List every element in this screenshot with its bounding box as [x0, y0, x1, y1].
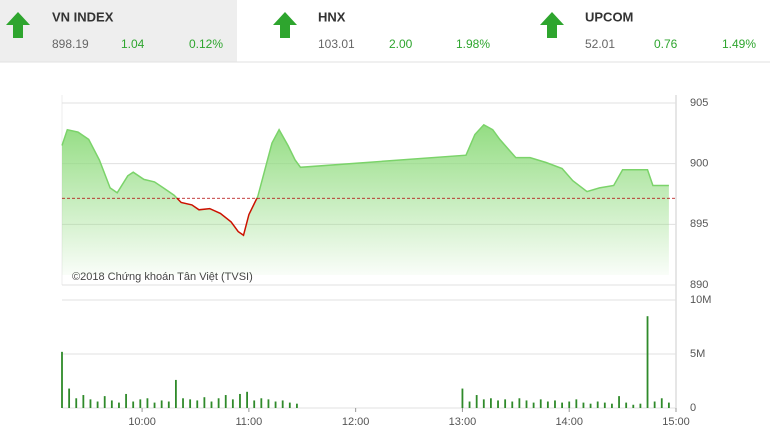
volume-bar — [231, 399, 234, 408]
volume-bar — [160, 400, 163, 408]
volume-bar — [296, 403, 298, 408]
volume-bar — [539, 399, 542, 408]
volume-bar — [96, 401, 99, 408]
index-change: 0.76 — [654, 37, 678, 51]
up-arrow — [273, 12, 297, 38]
y-tick-label: 0 — [690, 402, 696, 414]
volume-bar — [475, 395, 478, 408]
volume-bar — [561, 402, 563, 408]
volume-bar — [189, 399, 192, 408]
volume-bar — [660, 398, 663, 408]
volume-bar — [646, 316, 649, 408]
volume-bar — [554, 400, 556, 408]
volume-bar — [490, 398, 492, 408]
volume-bar — [267, 399, 270, 408]
volume-bar — [224, 395, 227, 408]
index-pct: 0.12% — [189, 37, 223, 51]
up-arrow — [540, 12, 564, 38]
volume-bar — [203, 397, 206, 408]
volume-bar — [625, 402, 628, 408]
x-tick-label: 12:00 — [342, 416, 370, 428]
up-arrow — [6, 12, 30, 38]
volume-bar — [461, 388, 464, 408]
volume-bar — [611, 403, 613, 408]
volume-bar — [110, 400, 113, 408]
volume-bar — [146, 398, 149, 408]
volume-bar — [589, 403, 592, 408]
volume-bar — [260, 398, 263, 408]
volume-bar — [274, 401, 277, 408]
volume-bar — [568, 401, 571, 408]
volume-bar — [239, 393, 241, 408]
volume-bar — [504, 399, 507, 408]
volume-bar — [653, 401, 656, 408]
volume-bar — [525, 400, 528, 408]
volume-bar — [497, 400, 499, 408]
volume-bar — [511, 401, 514, 408]
volume-bar — [182, 398, 184, 408]
volume-bar — [596, 401, 599, 408]
volume-bar — [603, 402, 606, 408]
x-tick-label: 14:00 — [555, 416, 583, 428]
index-name: HNX — [318, 9, 346, 24]
y-tick-label: 895 — [690, 218, 708, 230]
volume-bar — [532, 402, 535, 408]
y-tick-label: 5M — [690, 348, 705, 360]
volume-bar — [288, 402, 291, 408]
volume-bar — [575, 399, 578, 408]
volume-bar — [175, 379, 177, 408]
volume-bar — [582, 402, 585, 408]
volume-bar — [468, 401, 471, 408]
tile-selected-bg — [0, 0, 237, 62]
volume-bar — [167, 401, 170, 408]
price-line — [61, 123, 669, 199]
volume-bar — [125, 393, 127, 408]
volume-bar — [518, 398, 521, 408]
volume-bar — [667, 402, 670, 408]
volume-bar — [61, 351, 63, 408]
volume-bar — [618, 396, 620, 408]
index-value: 103.01 — [318, 37, 355, 51]
index-name: UPCOM — [585, 9, 633, 24]
x-tick-label: 10:00 — [128, 416, 156, 428]
area-fill — [62, 124, 669, 275]
index-value: 52.01 — [585, 37, 615, 51]
volume-bar — [632, 404, 635, 408]
index-pct: 1.49% — [722, 37, 756, 51]
y-tick-label: 900 — [690, 158, 708, 170]
volume-bar — [68, 388, 71, 408]
volume-bar — [281, 400, 284, 408]
volume-bar — [82, 395, 85, 408]
x-tick-label: 15:00 — [662, 416, 690, 428]
x-tick-label: 13:00 — [449, 416, 477, 428]
volume-bar — [132, 401, 135, 408]
tile[interactable]: HNX 103.01 2.00 1.98% — [273, 9, 490, 51]
volume-bar — [246, 391, 248, 408]
volume-bar — [482, 399, 485, 408]
volume-bar — [103, 396, 106, 408]
index-change: 1.04 — [121, 37, 145, 51]
y-tick-label: 10M — [690, 294, 711, 306]
volume-bar — [75, 398, 78, 408]
volume-bar — [217, 398, 220, 408]
volume-bar — [89, 399, 92, 408]
volume-bar — [253, 400, 256, 408]
x-tick-label: 11:00 — [236, 416, 263, 428]
volume-bar — [210, 401, 213, 408]
tile[interactable]: VN INDEX 898.19 1.04 0.12% — [6, 9, 223, 51]
volume-bar — [118, 402, 120, 408]
index-pct: 1.98% — [456, 37, 490, 51]
volume-bar — [139, 399, 142, 408]
index-name: VN INDEX — [52, 9, 114, 24]
volume-bar — [153, 402, 156, 408]
index-change: 2.00 — [389, 37, 413, 51]
volume-bar — [546, 401, 549, 408]
volume-bar — [639, 403, 642, 408]
y-tick-label: 890 — [690, 279, 708, 291]
y-tick-label: 905 — [690, 97, 708, 109]
tile[interactable]: UPCOM 52.01 0.76 1.49% — [540, 9, 756, 51]
index-value: 898.19 — [52, 37, 89, 51]
volume-bar — [196, 400, 199, 408]
